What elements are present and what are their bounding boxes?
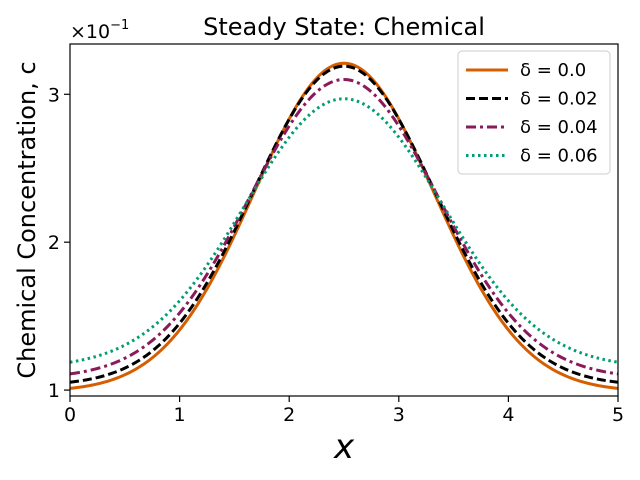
y-axis-label: Chemical Concentration, c: [13, 61, 41, 378]
y-ticks: 1 2 3: [48, 84, 70, 402]
y-tick-label-2: 3: [48, 84, 60, 106]
legend-label-1: δ = 0.02: [520, 89, 598, 110]
legend-label-2: δ = 0.04: [520, 117, 598, 138]
x-tick-label-2: 2: [283, 404, 295, 426]
y-multiplier: ×10−1: [70, 18, 129, 43]
series-line-3: [70, 97, 618, 364]
legend-label-3: δ = 0.06: [520, 146, 598, 167]
y-multiplier-base: ×10: [70, 21, 110, 43]
series-line-0: [70, 61, 618, 390]
x-tick-label-1: 1: [174, 404, 186, 426]
chart-title: Steady State: Chemical: [203, 13, 485, 41]
axes-frame: [69, 43, 619, 397]
y-tick-label-1: 2: [48, 232, 60, 254]
legend-box: [457, 50, 611, 175]
y-tick-label-0: 1: [48, 380, 60, 402]
x-tick-label-0: 0: [64, 404, 76, 426]
x-tick-label-5: 5: [612, 404, 624, 426]
x-axis-label: x: [333, 427, 355, 467]
x-ticks: 0 1 2 3 4 5: [64, 396, 624, 426]
legend-label-0: δ = 0.0: [520, 60, 586, 81]
x-tick-label-3: 3: [393, 404, 405, 426]
plot-lines: [70, 61, 618, 390]
series-line-2: [70, 77, 618, 376]
legend: δ = 0.0 δ = 0.02 δ = 0.04 δ = 0.06: [457, 50, 611, 175]
x-tick-label-4: 4: [502, 404, 514, 426]
y-multiplier-exponent: −1: [110, 18, 129, 33]
